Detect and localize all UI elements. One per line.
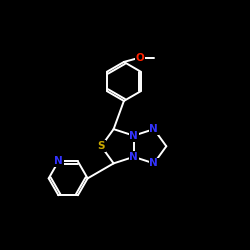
Text: N: N <box>130 152 138 162</box>
Text: S: S <box>98 141 105 151</box>
Text: N: N <box>130 131 138 141</box>
Text: N: N <box>150 124 158 134</box>
Text: O: O <box>136 53 144 63</box>
Text: N: N <box>54 156 63 166</box>
Text: N: N <box>150 158 158 168</box>
